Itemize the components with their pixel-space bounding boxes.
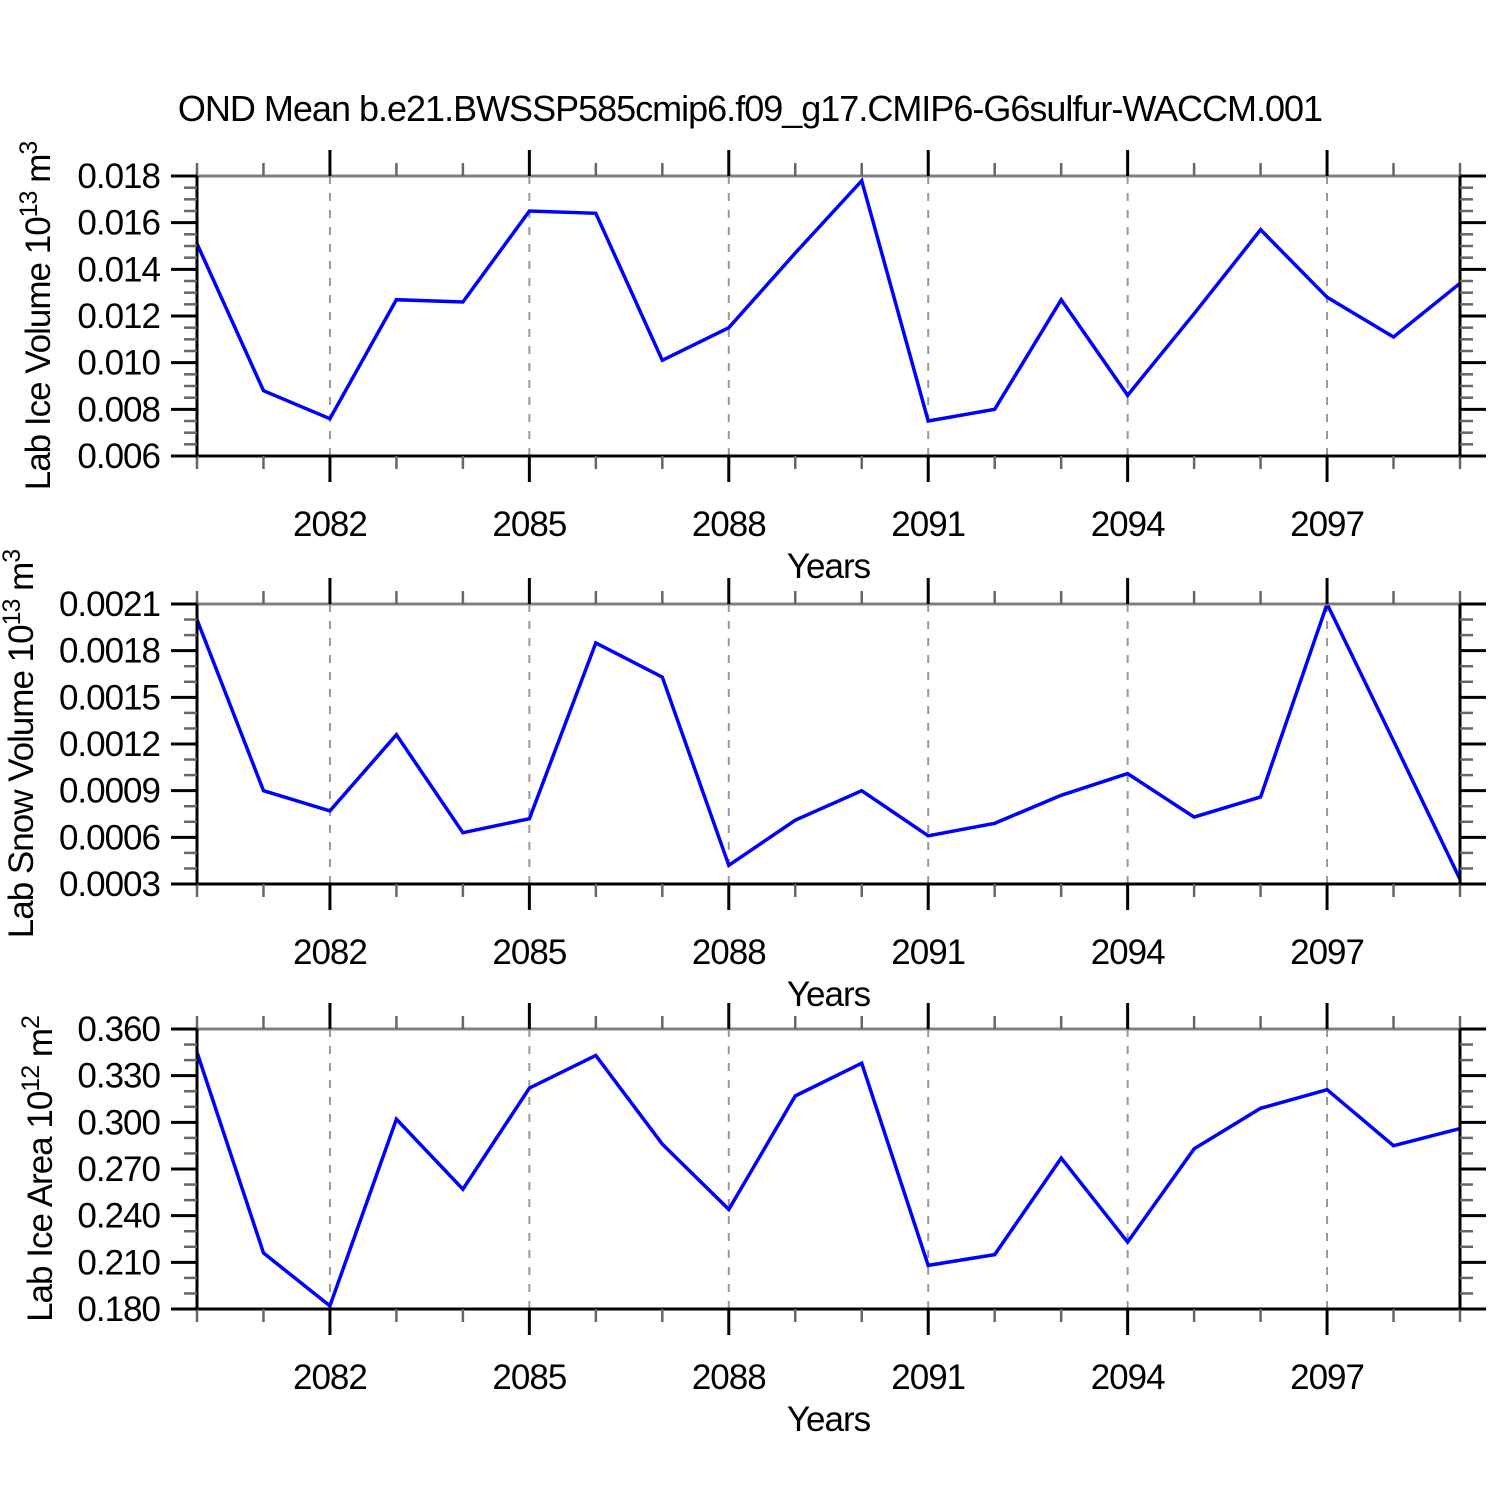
y-tick-label: 0.0015 [59, 678, 160, 717]
y-tick-label: 0.014 [77, 250, 160, 289]
x-tick-label: 2088 [692, 933, 766, 972]
y-axis-title: Lab Ice Area 1012 m2 [17, 1016, 60, 1322]
x-tick-label: 2091 [891, 933, 965, 972]
y-tick-label: 0.270 [77, 1150, 160, 1189]
x-tick-label: 2091 [891, 1358, 965, 1397]
y-tick-label: 0.0003 [59, 865, 160, 904]
data-line [195, 1051, 1461, 1309]
y-tick-label: 0.240 [77, 1197, 160, 1236]
x-tick-label: 2094 [1091, 505, 1165, 544]
y-tick-label: 0.0018 [59, 632, 160, 671]
y-tick-label: 0.330 [77, 1057, 160, 1096]
x-tick-label: 2088 [692, 1358, 766, 1397]
data-line [195, 599, 1462, 881]
y-axis-title: Lab Ice Volume 1013 m3 [15, 142, 58, 491]
plot-title: OND Mean b.e21.BWSSP585cmip6.f09_g17.CMI… [177, 88, 1323, 129]
y-tick-label: 0.300 [77, 1103, 160, 1142]
y-tick-label: 0.360 [77, 1010, 160, 1049]
y-tick-label: 0.008 [77, 390, 160, 429]
data-line [195, 177, 1462, 423]
x-tick-label: 2085 [492, 1358, 566, 1397]
y-tick-label: 0.012 [77, 297, 160, 336]
x-axis-title: Years [787, 547, 871, 586]
x-tick-label: 2091 [891, 505, 965, 544]
x-axis-title: Years [787, 1400, 871, 1439]
y-tick-label: 0.210 [77, 1243, 160, 1282]
x-tick-label: 2097 [1290, 933, 1364, 972]
x-tick-label: 2085 [492, 505, 566, 544]
x-tick-label: 2085 [492, 933, 566, 972]
y-tick-label: 0.016 [77, 204, 160, 243]
y-tick-label: 0.0012 [59, 725, 160, 764]
y-tick-label: 0.0021 [59, 585, 160, 624]
x-tick-label: 2094 [1091, 933, 1165, 972]
x-tick-label: 2097 [1290, 1358, 1364, 1397]
x-tick-label: 2097 [1290, 505, 1364, 544]
y-tick-label: 0.006 [77, 437, 160, 476]
x-tick-label: 2094 [1091, 1358, 1165, 1397]
y-tick-label: 0.180 [77, 1290, 160, 1329]
x-tick-label: 2088 [692, 505, 766, 544]
y-tick-label: 0.0009 [59, 772, 160, 811]
y-tick-label: 0.0006 [59, 818, 160, 857]
x-tick-label: 2082 [293, 1358, 367, 1397]
y-axis-title: Lab Snow Volume 1013 m3 [0, 550, 41, 939]
x-axis-title: Years [787, 975, 871, 1014]
x-tick-label: 2082 [293, 933, 367, 972]
y-tick-label: 0.010 [77, 344, 160, 383]
y-tick-label: 0.018 [77, 157, 160, 196]
x-tick-label: 2082 [293, 505, 367, 544]
